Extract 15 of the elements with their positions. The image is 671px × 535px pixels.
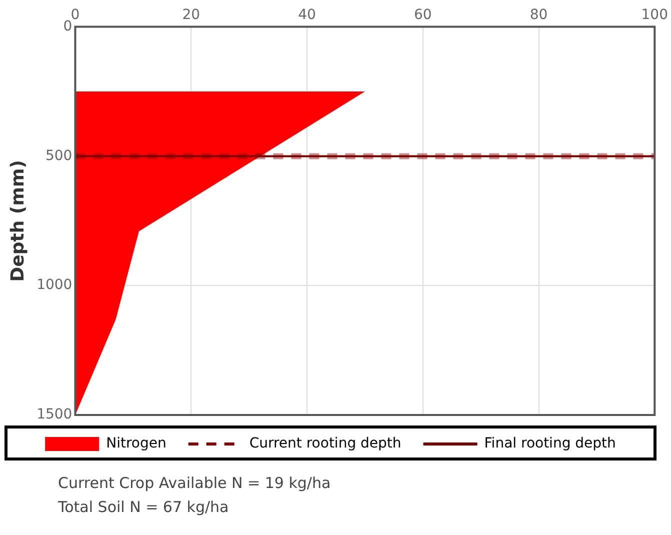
y-tick-label: 1000 xyxy=(36,277,72,294)
x-tick-label: 100 xyxy=(641,7,668,24)
text: Total Soil N = 67 kg/ha xyxy=(58,497,230,518)
x-tick-label: 40 xyxy=(298,7,316,24)
y-tick-label: 500 xyxy=(45,148,72,164)
legend-label: Nitrogen xyxy=(106,436,166,452)
y-tick-label: 0 xyxy=(63,18,72,34)
y-tick-label: 1500 xyxy=(36,406,72,423)
y-axis-title: Depth (mm) xyxy=(7,160,28,282)
legend-label: Final rooting depth xyxy=(484,436,616,452)
text: Current Crop Available N = 19 kg/ha xyxy=(58,473,332,494)
x-tick-label: 20 xyxy=(182,7,200,24)
x-tick-label: 80 xyxy=(530,7,548,24)
x-tick-label: 60 xyxy=(414,7,432,24)
legend-label: Current rooting depth xyxy=(249,436,402,452)
